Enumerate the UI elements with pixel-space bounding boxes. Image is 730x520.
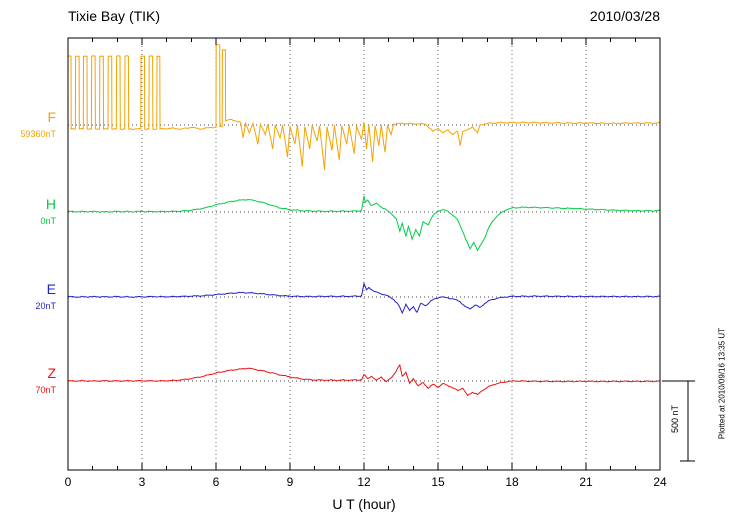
plotted-at-note: Plotted at 2010/09/16 13:35 UT bbox=[717, 327, 727, 440]
channel-label-H: H bbox=[45, 196, 56, 212]
channel-label-E: E bbox=[46, 281, 56, 297]
x-tick-label-18: 18 bbox=[505, 475, 519, 489]
trace-E bbox=[67, 281, 661, 315]
observation-date: 2010/03/28 bbox=[589, 8, 660, 24]
channel-baseline-value-Z: 70nT bbox=[35, 385, 56, 395]
scale-bar-label: 500 nT bbox=[670, 404, 680, 434]
x-tick-label-15: 15 bbox=[431, 475, 445, 489]
x-tick-label-24: 24 bbox=[653, 475, 667, 489]
x-axis-label: U T (hour) bbox=[332, 496, 396, 512]
trace-H bbox=[67, 195, 661, 252]
x-tick-label-0: 0 bbox=[64, 475, 72, 489]
channel-baseline-value-H: 0nT bbox=[40, 216, 56, 226]
x-tick-label-21: 21 bbox=[579, 475, 593, 489]
channel-label-Z: Z bbox=[47, 365, 56, 381]
x-tick-label-9: 9 bbox=[286, 475, 294, 489]
station-title: Tixie Bay (TIK) bbox=[68, 8, 161, 24]
x-tick-label-6: 6 bbox=[212, 475, 220, 489]
trace-F bbox=[67, 44, 661, 170]
x-tick-label-12: 12 bbox=[357, 475, 371, 489]
x-tick-label-3: 3 bbox=[138, 475, 146, 489]
channel-baseline-value-F: 59360nT bbox=[20, 129, 56, 139]
trace-Z bbox=[67, 363, 661, 397]
channel-baseline-value-E: 20nT bbox=[35, 301, 56, 311]
channel-label-F: F bbox=[47, 109, 56, 125]
